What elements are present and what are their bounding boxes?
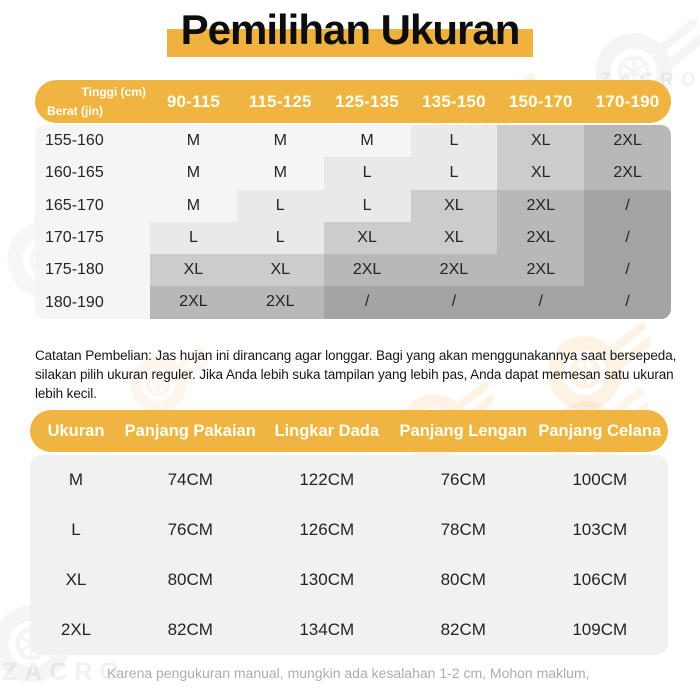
size-cell: L — [410, 125, 498, 158]
measurement-value: 122CM — [299, 470, 355, 489]
size-cell: XL — [323, 221, 411, 255]
size-cell: / — [410, 286, 498, 319]
table-row: 180-190 2XL 2XL / / / / — [35, 286, 671, 319]
size-cell: M — [150, 157, 237, 190]
column-header: Ukuran — [47, 421, 105, 440]
size-cell: M — [323, 125, 411, 158]
size-matrix-corner-cell: Tinggi (cm) Berat (jin) — [35, 80, 150, 123]
measurement-value: 76CM — [167, 520, 213, 539]
column-header: 170-190 — [595, 91, 660, 111]
corner-weight-label: Berat (jin) — [47, 104, 104, 118]
size-cell: 2XL — [584, 125, 671, 158]
size-cell: XL — [150, 254, 237, 287]
measurement-value: 78CM — [440, 520, 486, 539]
purchase-note: Catatan Pembelian: Jas hujan ini diranca… — [35, 346, 685, 403]
footnote: Karena pengukuran manual, mungkin ada ke… — [107, 665, 590, 681]
size-cell: 2XL — [150, 286, 237, 319]
row-label: 180-190 — [45, 293, 104, 311]
measurement-value: 80CM — [167, 570, 213, 589]
column-header: Lingkar Dada — [274, 421, 380, 440]
row-label: 160-165 — [45, 164, 104, 182]
measurement-header-row: Ukuran Panjang Pakaian Lingkar Dada Panj… — [30, 410, 668, 452]
measurement-value: 80CM — [440, 570, 486, 589]
size-cell: / — [584, 221, 671, 255]
column-header: 135-150 — [422, 91, 486, 111]
size-cell: L — [236, 189, 324, 222]
size-label: L — [71, 520, 81, 539]
page-title: Pemilihan Ukuran — [166, 4, 534, 57]
measurement-value: 100CM — [572, 470, 628, 489]
measurement-table-body: M 74CM 122CM 76CM 100CM L 76CM 126CM 78C… — [30, 455, 668, 655]
size-cell: XL — [497, 157, 585, 190]
size-cell: L — [323, 157, 411, 190]
size-cell: L — [410, 157, 498, 190]
size-cell: L — [150, 221, 237, 255]
size-cell: M — [150, 125, 237, 158]
measurement-value: 126CM — [299, 520, 355, 539]
table-row: 165-170 M L L XL 2XL / — [35, 189, 671, 222]
size-label: M — [68, 470, 84, 489]
measurement-value: 109CM — [572, 620, 628, 639]
row-label: 155-160 — [45, 132, 104, 150]
size-cell: / — [497, 286, 585, 319]
measurement-value: 82CM — [167, 620, 213, 639]
size-cell: / — [584, 189, 671, 222]
measurement-value: 76CM — [440, 470, 486, 489]
column-header: 115-125 — [248, 91, 312, 111]
table-row: 160-165 M M L L XL 2XL — [35, 157, 671, 190]
column-header: 150-170 — [508, 91, 573, 111]
size-cell: 2XL — [410, 254, 498, 287]
table-row: 170-175 L L XL XL 2XL / — [35, 221, 671, 255]
measurement-table: Ukuran Panjang Pakaian Lingkar Dada Panj… — [30, 410, 668, 655]
measurement-value: 74CM — [167, 470, 213, 489]
purchase-note-line1: Catatan Pembelian: Jas hujan ini diranca… — [35, 348, 677, 363]
table-row: 155-160 M M M L XL 2XL — [35, 125, 671, 158]
size-cell: L — [236, 221, 324, 255]
size-label: XL — [65, 570, 87, 589]
size-matrix-body: 155-160 M M M L XL 2XL 160-165 M M L L X… — [35, 125, 671, 319]
size-cell: XL — [410, 221, 498, 255]
measurement-value: 134CM — [299, 620, 355, 639]
size-matrix-table: Tinggi (cm) Berat (jin) 90-115 115-125 1… — [35, 80, 671, 319]
size-cell: M — [236, 125, 324, 158]
size-cell: M — [150, 189, 237, 222]
row-label: 165-170 — [45, 196, 104, 214]
corner-height-label: Tinggi (cm) — [81, 85, 146, 99]
column-header: Panjang Pakaian — [124, 421, 256, 440]
size-cell: 2XL — [497, 254, 585, 287]
column-header: Panjang Celana — [538, 421, 662, 440]
size-cell: XL — [410, 189, 498, 222]
row-label: 175-180 — [45, 261, 104, 279]
measurement-value: 82CM — [440, 620, 486, 639]
table-row: XL 80CM 130CM 80CM 106CM — [30, 555, 668, 605]
column-header: 125-135 — [335, 91, 399, 111]
size-cell: 2XL — [497, 189, 585, 222]
table-row: 2XL 82CM 134CM 82CM 109CM — [30, 605, 668, 655]
size-cell: 2XL — [236, 286, 324, 319]
size-cell: / — [584, 254, 671, 287]
column-header: 90-115 — [166, 91, 221, 111]
size-label: 2XL — [60, 620, 92, 639]
size-cell: XL — [236, 254, 324, 287]
table-row: 175-180 XL XL 2XL 2XL 2XL / — [35, 254, 671, 287]
size-cell: M — [236, 157, 324, 190]
table-row: L 76CM 126CM 78CM 103CM — [30, 505, 668, 555]
row-label: 170-175 — [45, 229, 104, 247]
measurement-value: 130CM — [299, 570, 355, 589]
column-header: Panjang Lengan — [399, 421, 527, 440]
size-cell: 2XL — [584, 157, 671, 190]
measurement-value: 106CM — [572, 570, 628, 589]
measurement-value: 103CM — [572, 520, 628, 539]
size-cell: / — [584, 286, 671, 319]
size-cell: L — [323, 189, 411, 222]
header: Pemilihan Ukuran — [0, 4, 700, 57]
table-row: M 74CM 122CM 76CM 100CM — [30, 455, 668, 505]
size-cell: 2XL — [323, 254, 411, 287]
purchase-note-line2: silakan pilih ukuran reguler. Jika Anda … — [35, 367, 674, 401]
size-cell: XL — [497, 125, 585, 158]
size-matrix-header-row: Tinggi (cm) Berat (jin) 90-115 115-125 1… — [35, 80, 671, 123]
size-cell: 2XL — [497, 221, 585, 255]
size-cell: / — [323, 286, 411, 319]
